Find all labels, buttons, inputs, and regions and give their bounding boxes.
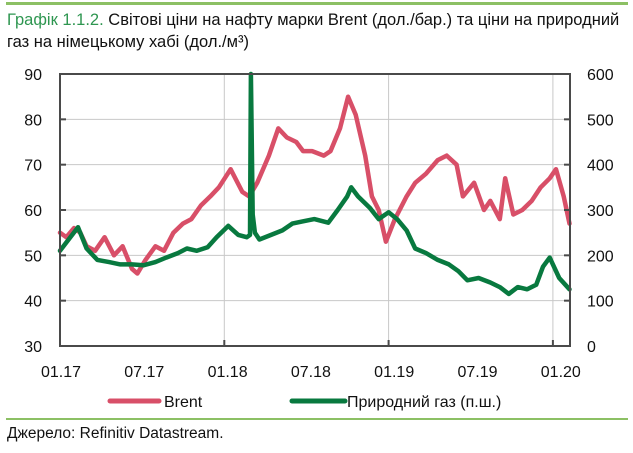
y-left-tick-label: 30 xyxy=(24,339,42,356)
legend-brent-label: Brent xyxy=(164,394,203,411)
y-right-tick-label: 100 xyxy=(587,294,614,311)
y-left-tick-label: 90 xyxy=(24,67,42,84)
x-tick-label: 07.17 xyxy=(124,364,164,381)
chart-number: Графік 1.1.2. xyxy=(7,11,104,29)
chart-title: Графік 1.1.2. Світові ціни на нафту марк… xyxy=(7,9,629,53)
source-note: Джерело: Refinitiv Datastream. xyxy=(7,425,224,442)
chart-title-text: Світові ціни на нафту марки Brent (дол./… xyxy=(7,11,620,51)
y-left-tick-label: 70 xyxy=(24,158,42,175)
y-right-tick-label: 500 xyxy=(587,112,614,129)
separator xyxy=(6,418,628,420)
x-tick-label: 07.18 xyxy=(291,364,331,381)
y-left-tick-label: 60 xyxy=(24,203,42,220)
y-right-tick-label: 600 xyxy=(587,67,614,84)
y-left-tick-label: 50 xyxy=(24,248,42,265)
x-tick-label: 01.20 xyxy=(541,364,581,381)
legend-gas-label: Природний газ (п.ш.) xyxy=(347,394,501,411)
x-tick-label: 01.17 xyxy=(41,364,81,381)
series-line-brent xyxy=(57,94,572,276)
y-left-tick-label: 40 xyxy=(24,294,42,311)
legend: Brent Природний газ (п.ш.) xyxy=(107,394,501,411)
y-right-tick-label: 0 xyxy=(587,339,596,356)
top-accent-bar xyxy=(6,2,628,5)
x-tick-label: 01.18 xyxy=(208,364,248,381)
x-tick-label: 01.19 xyxy=(374,364,414,381)
x-tick-label: 07.19 xyxy=(457,364,497,381)
y-right-tick-label: 300 xyxy=(587,203,614,220)
y-left-tick-label: 80 xyxy=(24,112,42,129)
series-line-gas xyxy=(57,71,572,297)
y-right-tick-label: 400 xyxy=(587,158,614,175)
y-right-tick-label: 200 xyxy=(587,248,614,265)
